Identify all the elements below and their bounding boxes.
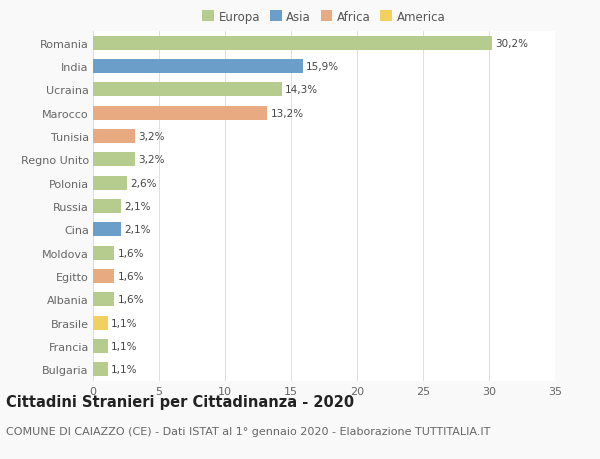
Bar [93, 106, 267, 121]
Bar [93, 292, 114, 307]
Bar [93, 246, 114, 260]
Text: 1,6%: 1,6% [118, 271, 144, 281]
Bar [93, 200, 121, 213]
Text: 2,1%: 2,1% [124, 202, 151, 212]
Text: 2,1%: 2,1% [124, 225, 151, 235]
Text: 14,3%: 14,3% [285, 85, 318, 95]
Bar [93, 362, 107, 376]
Text: 13,2%: 13,2% [271, 108, 304, 118]
Text: 3,2%: 3,2% [139, 155, 165, 165]
Text: 1,1%: 1,1% [111, 318, 137, 328]
Bar [93, 60, 303, 74]
Bar [93, 339, 107, 353]
Text: 1,6%: 1,6% [118, 248, 144, 258]
Bar [93, 176, 127, 190]
Text: 2,6%: 2,6% [131, 178, 157, 188]
Text: 1,1%: 1,1% [111, 364, 137, 375]
Bar [93, 269, 114, 283]
Text: 30,2%: 30,2% [495, 39, 528, 49]
Text: 15,9%: 15,9% [306, 62, 340, 72]
Bar [93, 223, 121, 237]
Text: 1,6%: 1,6% [118, 295, 144, 305]
Bar [93, 37, 491, 51]
Text: 3,2%: 3,2% [139, 132, 165, 142]
Bar [93, 83, 282, 97]
Bar [93, 153, 135, 167]
Text: Cittadini Stranieri per Cittadinanza - 2020: Cittadini Stranieri per Cittadinanza - 2… [6, 394, 354, 409]
Legend: Europa, Asia, Africa, America: Europa, Asia, Africa, America [200, 8, 448, 26]
Text: 1,1%: 1,1% [111, 341, 137, 351]
Bar [93, 316, 107, 330]
Text: COMUNE DI CAIAZZO (CE) - Dati ISTAT al 1° gennaio 2020 - Elaborazione TUTTITALIA: COMUNE DI CAIAZZO (CE) - Dati ISTAT al 1… [6, 426, 490, 436]
Bar [93, 130, 135, 144]
